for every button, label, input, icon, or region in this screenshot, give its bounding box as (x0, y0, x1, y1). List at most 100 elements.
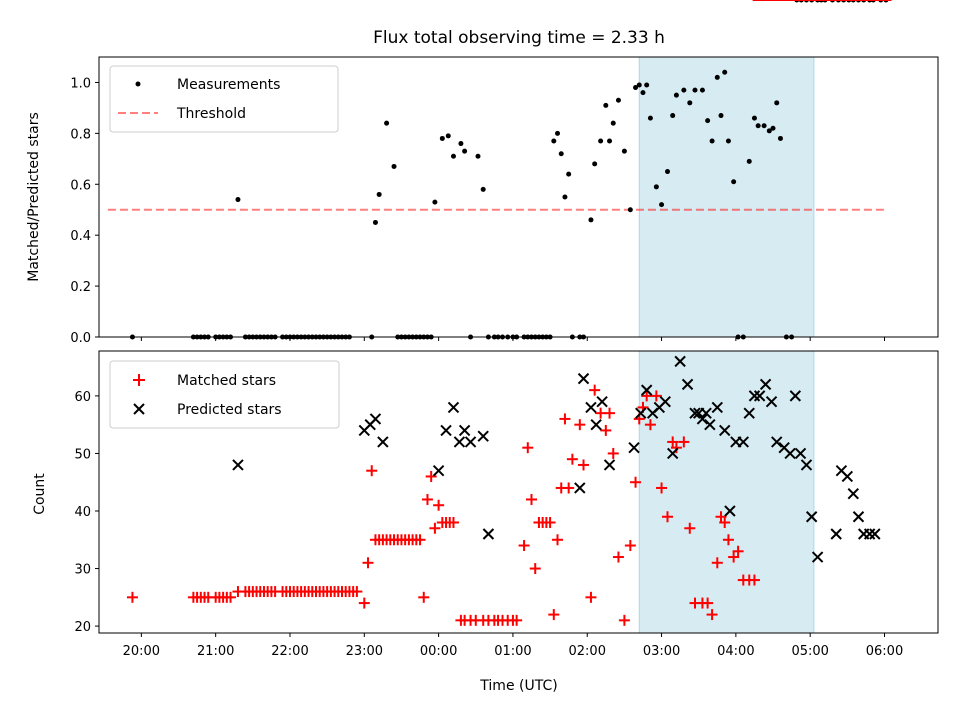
predicted-star-point (811, 551, 824, 563)
chart-title: Flux total observing time = 2.33 h (373, 28, 665, 48)
matched-star-point (678, 436, 690, 448)
y-tick-label: 0.8 (70, 127, 91, 142)
measurement-point (687, 100, 693, 106)
measurement-point (607, 138, 613, 144)
matched-star-point (518, 540, 530, 552)
measurement-point (588, 217, 594, 223)
measurement-point (774, 100, 780, 106)
x-axis-label: Time (UTC) (479, 678, 557, 694)
predicted-star-point (447, 401, 460, 414)
matched-star-point (667, 436, 679, 448)
x-tick-label: 21:00 (197, 644, 234, 659)
predicted-star-point (771, 436, 783, 448)
matched-star-point (351, 586, 363, 598)
measurement-point (462, 148, 468, 154)
predicted-star-point (689, 407, 701, 419)
measurement-point (770, 125, 776, 131)
measurement-point (670, 113, 676, 119)
legend-matched-label: Matched stars (177, 373, 276, 389)
matched-star-point (447, 517, 459, 529)
top-x-ticks (140, 337, 885, 341)
matched-star-point (607, 447, 619, 459)
predicted-star-point (852, 511, 865, 523)
predicted-star-point (666, 447, 679, 460)
predicted-stars-points (232, 355, 881, 563)
top-legend: Measurements Threshold (109, 65, 339, 133)
measurement-point (592, 161, 598, 167)
predicted-star-point (743, 407, 755, 419)
matched-star-point (429, 522, 441, 534)
measurement-point (615, 97, 621, 103)
predicted-star-point (464, 436, 477, 448)
predicted-star-point (711, 401, 723, 414)
top-panel: 0.0 0.2 0.4 0.6 0.8 1.0 Matched/Predicted sta… (26, 0, 939, 346)
measurement-point (653, 184, 659, 190)
top-legend-box (109, 65, 339, 133)
y-tick-label: 50 (74, 447, 91, 462)
measurement-point (603, 102, 609, 108)
predicted-star-point (753, 390, 766, 402)
y-tick-label: 40 (74, 505, 91, 520)
measurement-point (432, 199, 438, 205)
predicted-star-point (863, 528, 876, 540)
measurement-point (731, 179, 737, 185)
predicted-star-point (628, 441, 640, 454)
x-tick-label: 05:00 (791, 644, 828, 659)
bottom-axes-frame (98, 350, 939, 634)
matched-star-point (644, 419, 656, 431)
legend-predicted-marker (133, 403, 145, 415)
predicted-star-point (704, 418, 716, 431)
bottom-panel: 20 30 40 50 60 20:00 21:00 22:00 23:00 00:00 01:0… (32, 0, 939, 694)
matched-star-point (362, 557, 374, 569)
measurement-point (718, 113, 724, 119)
measurement-point (235, 197, 241, 203)
measurement-point (709, 138, 715, 144)
matched-star-point (225, 591, 237, 603)
y-tick-label: 0.2 (70, 280, 91, 295)
top-highlight-span (638, 56, 815, 338)
predicted-star-point (759, 378, 772, 391)
measurement-point (725, 138, 731, 144)
legend-threshold-label: Threshold (176, 106, 246, 122)
x-tick-label: 00:00 (420, 644, 457, 659)
predicted-star-point (635, 407, 647, 419)
measurement-point (714, 74, 720, 80)
predicted-star-point (800, 459, 813, 471)
bottom-legend-box (109, 360, 340, 429)
matched-star-point (661, 511, 673, 523)
x-tick-label: 22:00 (271, 644, 308, 659)
predicted-star-point (453, 436, 466, 448)
measurement-point (562, 194, 568, 200)
predicted-star-point (681, 378, 694, 391)
matched-star-point (732, 545, 744, 557)
predicted-star-point (590, 418, 602, 431)
predicted-star-point (377, 436, 389, 448)
predicted-star-point (596, 395, 608, 408)
predicted-star-point (369, 413, 382, 425)
matched-star-point (702, 597, 714, 609)
predicted-star-point (432, 464, 445, 477)
predicted-star-point (805, 511, 818, 523)
predicted-star-point (847, 488, 859, 500)
y-tick-label: 0.6 (70, 178, 91, 193)
matched-star-point (618, 614, 630, 626)
bottom-legend: Matched stars Predicted stars (109, 360, 340, 429)
predicted-star-point (603, 459, 616, 471)
x-tick-label: 20:00 (123, 644, 160, 659)
predicted-star-point (659, 395, 671, 408)
matched-star-point (544, 517, 556, 529)
matched-star-point (585, 591, 597, 603)
matched-star-point (578, 459, 590, 471)
predicted-star-point (640, 384, 653, 396)
x-tick-label: 01:00 (494, 644, 531, 659)
bottom-y-axis-label: Count (32, 473, 48, 515)
measurement-point (636, 82, 642, 88)
measurement-point (558, 151, 564, 157)
predicted-star-point (784, 447, 796, 460)
matched-star-point (722, 534, 734, 546)
measurement-point (551, 138, 557, 144)
matched-star-point (656, 482, 668, 494)
measurement-point (659, 202, 665, 208)
matched-star-point (126, 591, 138, 603)
top-axes-frame (98, 56, 939, 338)
